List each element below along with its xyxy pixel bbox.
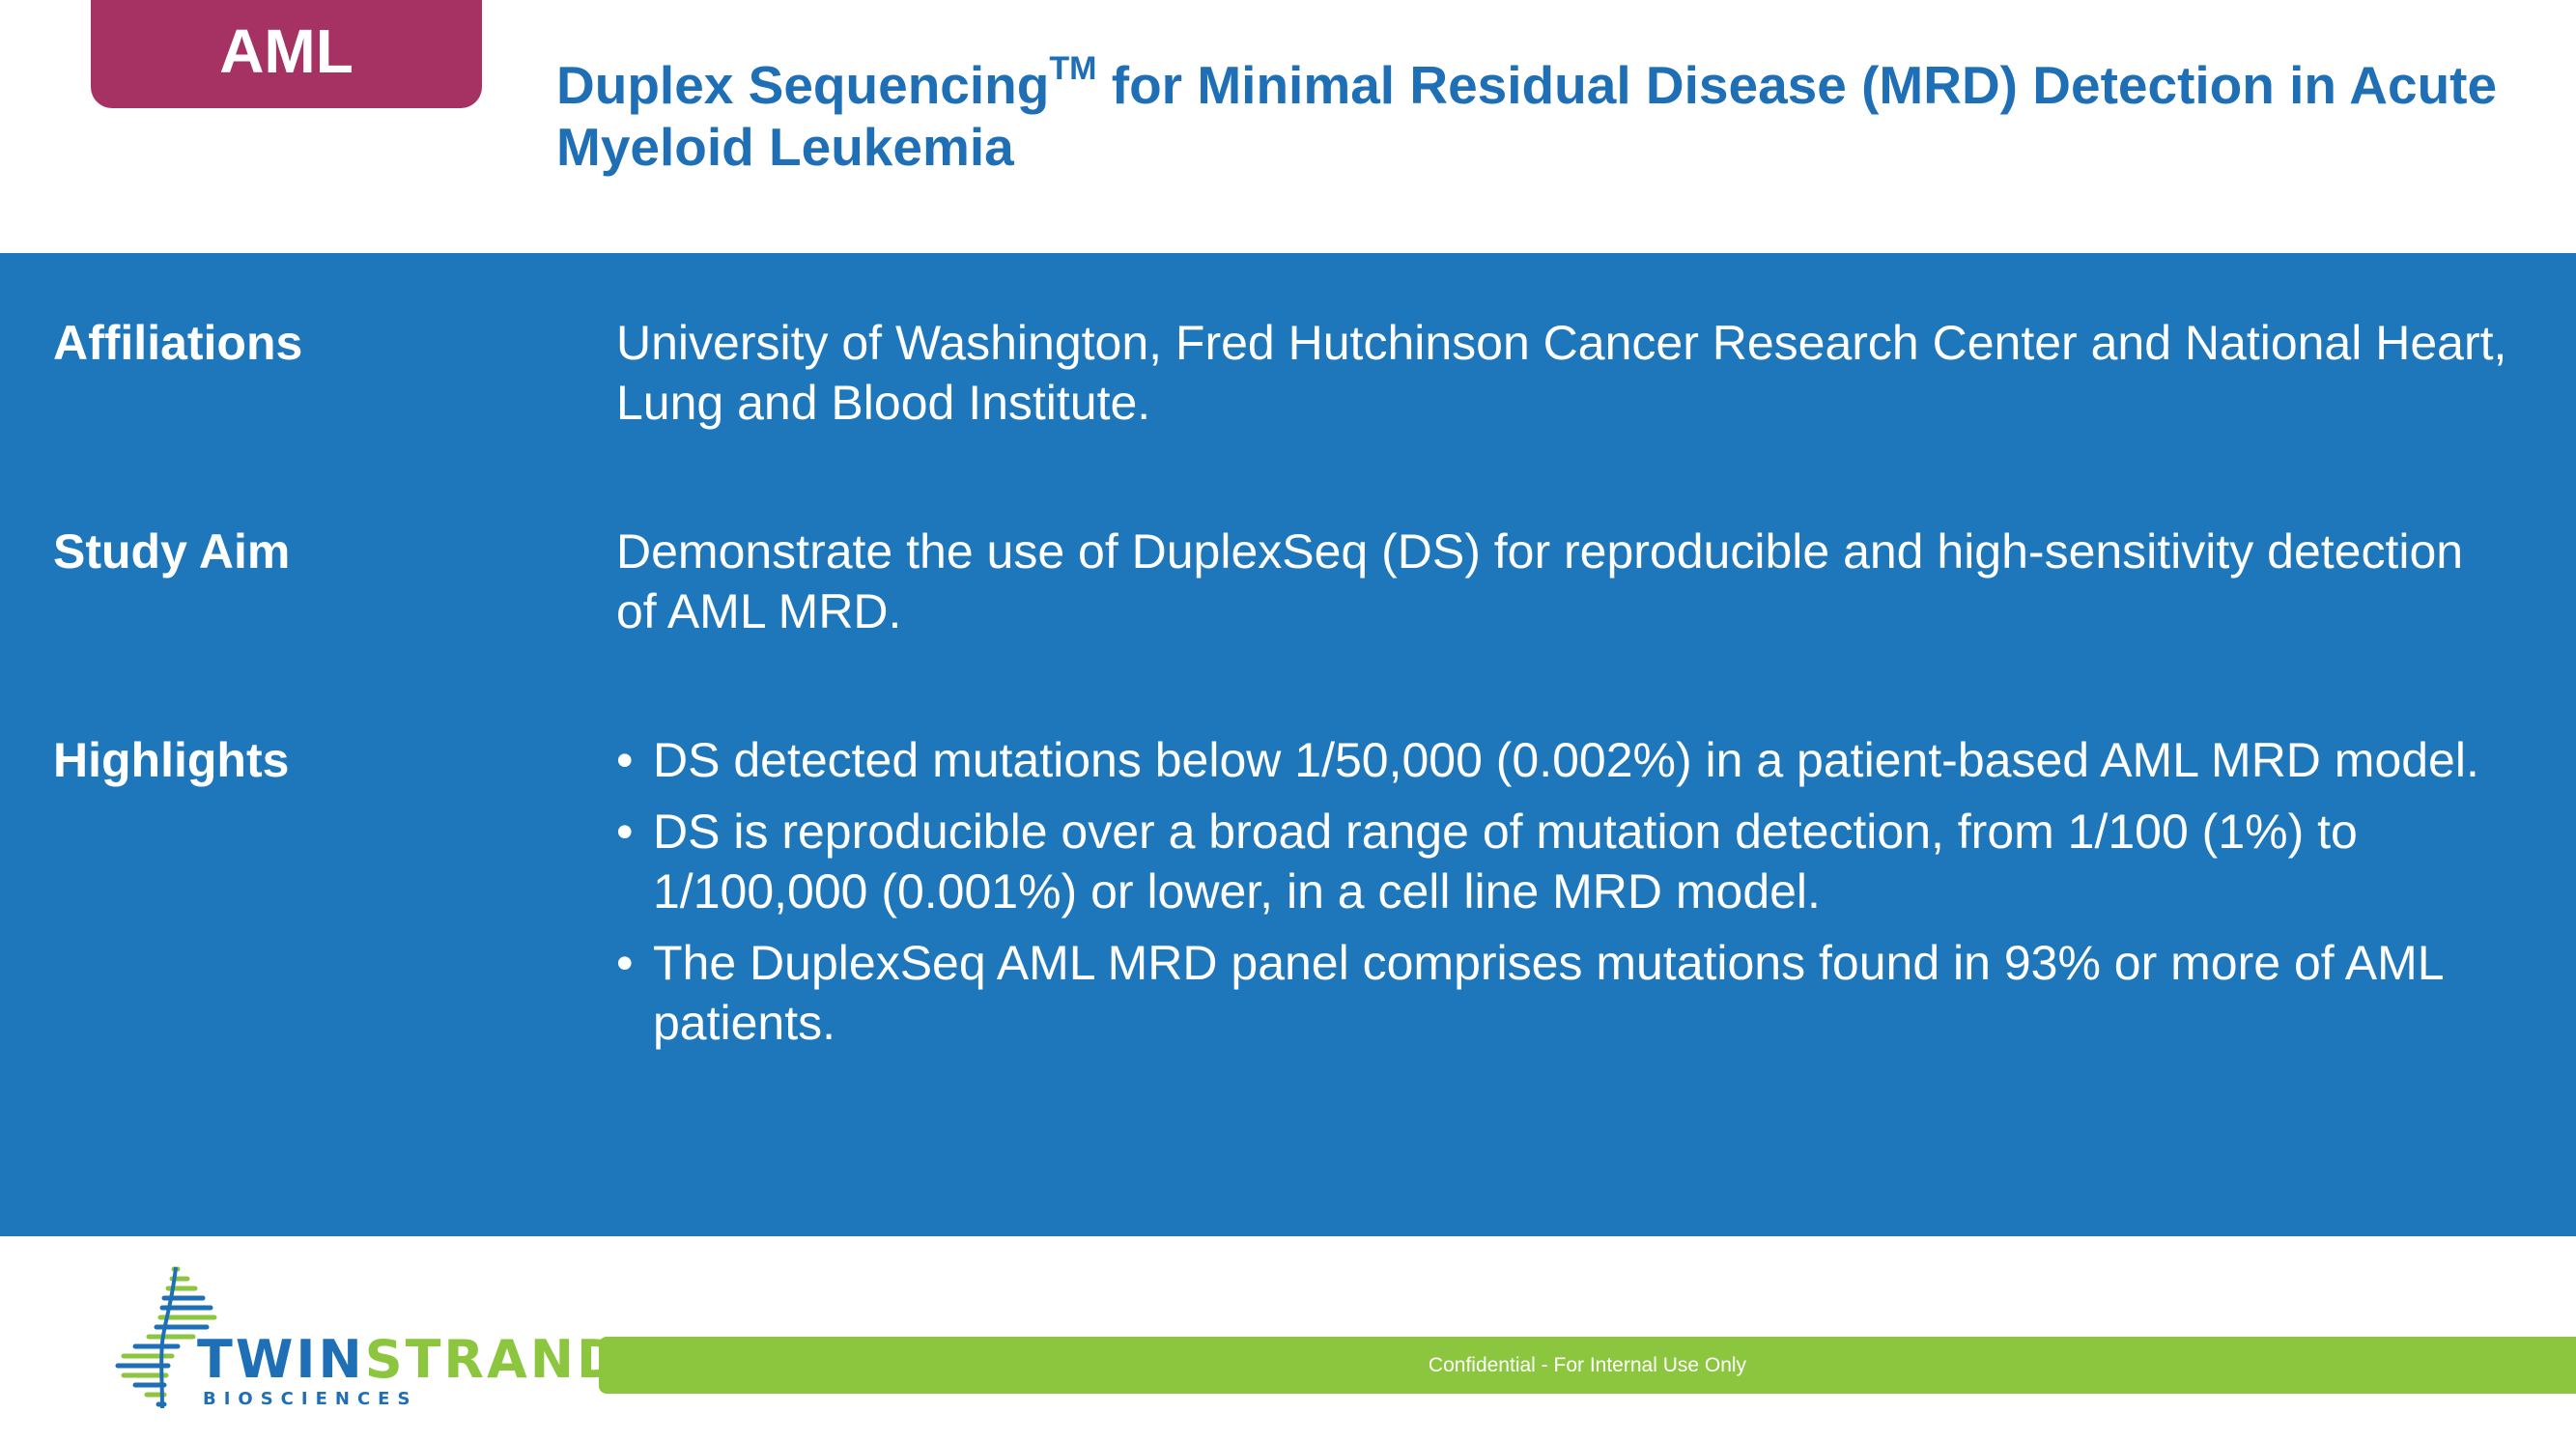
study-aim-value: Demonstrate the use of DuplexSeq (DS) fo… (616, 524, 2464, 638)
twinstrand-logo: TWINSTRAND™ BIOSCIENCES (114, 1265, 635, 1410)
title-trademark: TM (1049, 50, 1097, 87)
study-aim-label: Study Aim (53, 524, 291, 579)
bullet-icon: • (616, 733, 634, 787)
highlight-text: DS is reproducible over a broad range of… (653, 805, 2358, 919)
highlight-text: DS detected mutations below 1/50,000 (0.… (653, 733, 2479, 787)
logo-subtitle: BIOSCIENCES (203, 1389, 418, 1409)
footer-text: Confidential - For Internal Use Only (1428, 1353, 1747, 1376)
footer-bar: Confidential - For Internal Use Only (599, 1337, 2576, 1394)
bullet-icon: • (616, 936, 634, 990)
highlight-item: • DS is reproducible over a broad range … (616, 802, 2509, 921)
affiliations-label: Affiliations (53, 316, 303, 370)
title-rest: for Minimal Residual Disease (MRD) Detec… (556, 55, 2498, 177)
affiliations-value: University of Washington, Fred Hutchinso… (616, 316, 2507, 430)
highlight-item: • The DuplexSeq AML MRD panel comprises … (616, 933, 2509, 1053)
highlight-item: • DS detected mutations below 1/50,000 (… (616, 730, 2509, 790)
category-tag-label: AML (219, 16, 354, 86)
logo-word-twin: TWIN (197, 1329, 365, 1390)
highlight-text: The DuplexSeq AML MRD panel comprises mu… (653, 936, 2443, 1050)
content-panel (0, 253, 2576, 1236)
bullet-icon: • (616, 805, 634, 859)
slide-title: Duplex SequencingTM for Minimal Residual… (556, 52, 2527, 178)
category-tag: AML (91, 0, 482, 108)
highlights-label: Highlights (53, 733, 290, 787)
logo-wordmark: TWINSTRAND™ (197, 1331, 635, 1389)
logo-word-strand: STRAND (364, 1329, 623, 1390)
highlights-list: • DS detected mutations below 1/50,000 (… (616, 730, 2509, 1064)
title-main: Duplex Sequencing (556, 55, 1050, 115)
dna-helix-icon (115, 1266, 217, 1409)
